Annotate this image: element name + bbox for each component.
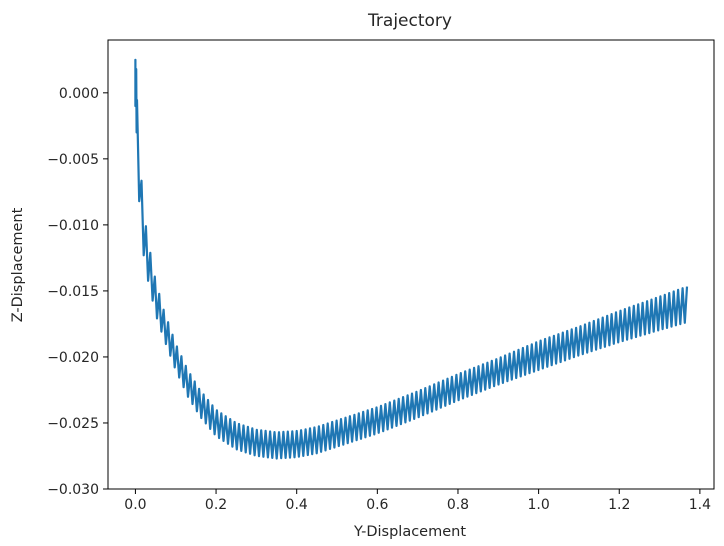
plot-frame xyxy=(107,39,715,490)
y-tick-label: −0.030 xyxy=(47,482,99,498)
x-tick-label: 1.4 xyxy=(689,497,711,513)
x-tick-label: 1.0 xyxy=(527,497,549,513)
y-tick-label: −0.010 xyxy=(47,218,99,234)
x-tick-label: 0.2 xyxy=(205,497,227,513)
x-tick-label: 1.2 xyxy=(608,497,630,513)
x-tick-label: 0.8 xyxy=(447,497,469,513)
y-tick-label: −0.020 xyxy=(47,350,99,366)
chart-title: Trajectory xyxy=(367,11,452,31)
y-axis: 0.000 −0.005 −0.010 −0.015 −0.020 −0.025 −0.03… xyxy=(47,86,108,498)
y-tick-label: −0.015 xyxy=(47,284,99,300)
x-tick-label: 0.6 xyxy=(366,497,388,513)
x-axis-label: Y-Displacement xyxy=(353,524,466,540)
x-tick-label: 0.4 xyxy=(286,497,308,513)
x-axis: 0.0 0.2 0.4 0.6 0.8 1.0 1.2 1.4 xyxy=(124,489,711,513)
y-axis-label: Z-Displacement xyxy=(10,207,26,322)
y-tick-label: 0.000 xyxy=(59,86,99,102)
series-layer xyxy=(134,58,689,460)
y-tick-label: −0.005 xyxy=(47,152,99,168)
plot-area xyxy=(107,39,715,490)
x-tick-label: 0.0 xyxy=(124,497,146,513)
y-tick-label: −0.025 xyxy=(47,416,99,432)
trajectory-line xyxy=(134,58,689,460)
